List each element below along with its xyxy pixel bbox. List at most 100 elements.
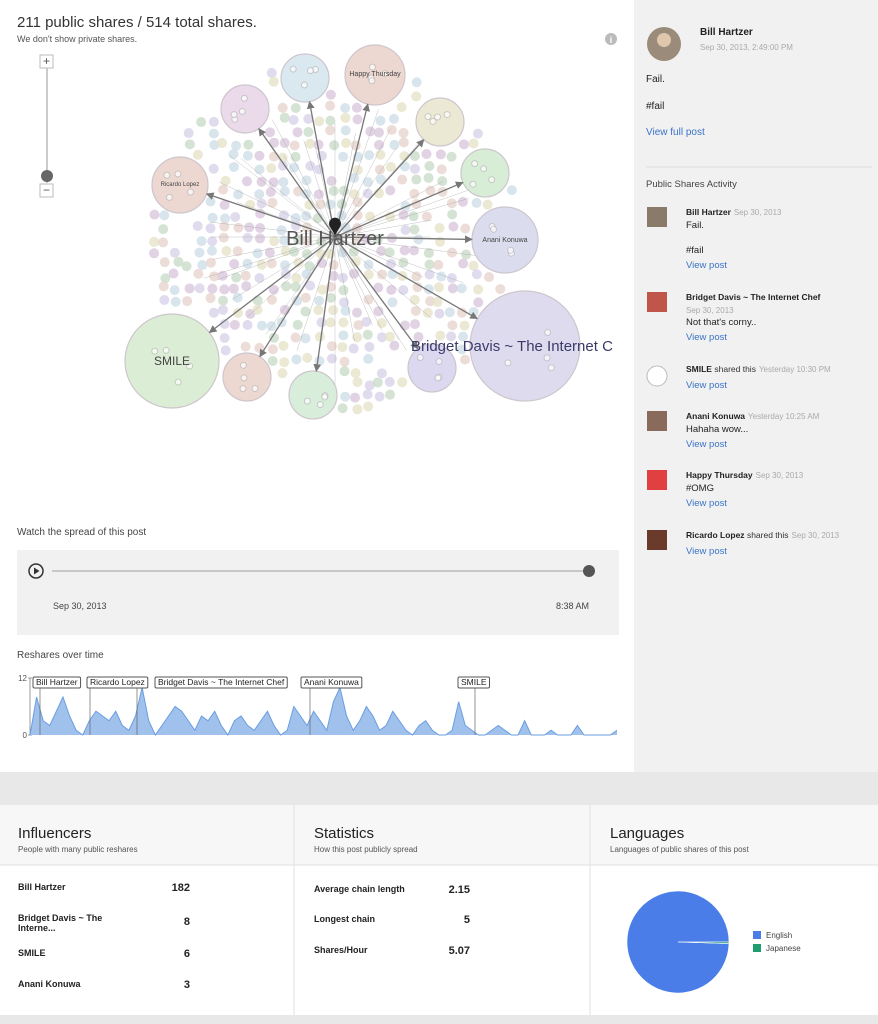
share-dot <box>348 343 359 354</box>
share-dot <box>386 124 397 135</box>
row-label: Longest chain <box>314 914 376 924</box>
share-dot <box>267 294 278 305</box>
share-dot <box>495 284 506 295</box>
activity-date: Sep 30, 2013 <box>791 531 840 540</box>
share-arrow <box>334 181 464 238</box>
node-circle <box>344 44 406 106</box>
share-dot <box>300 306 311 317</box>
share-dot <box>385 161 396 172</box>
activity-header: Bridget Davis ~ The Internet Chef Sep 30,… <box>686 292 820 315</box>
zoom-in-icon: + <box>43 54 50 68</box>
node-dot <box>368 63 376 71</box>
card-title: Languages <box>610 825 685 842</box>
share-arrow <box>205 192 336 238</box>
share-dot <box>399 245 410 256</box>
share-dot <box>305 280 316 291</box>
share-dot <box>340 125 351 136</box>
view-full-post[interactable]: View full post <box>646 127 705 138</box>
share-dot <box>279 235 290 246</box>
share-dot <box>205 257 216 268</box>
share-link <box>334 236 424 278</box>
share-dot <box>277 102 288 113</box>
activity-date: Sep 30, 2013 <box>733 208 782 217</box>
activity-text: #OMG <box>686 483 714 494</box>
share-dot <box>292 319 303 330</box>
share-dot <box>460 223 471 234</box>
share-dot <box>232 292 243 303</box>
play-button[interactable] <box>28 563 44 579</box>
share-dot <box>472 128 483 139</box>
share-dot <box>158 281 169 292</box>
info-button[interactable] <box>605 33 617 45</box>
center-pin <box>329 217 342 235</box>
share-dot <box>192 220 203 231</box>
zoom-out[interactable] <box>39 183 54 198</box>
share-link <box>334 109 379 238</box>
share-dot <box>209 271 220 282</box>
timeline-start: Sep 30, 2013 <box>53 601 107 611</box>
share-dot <box>305 161 316 172</box>
share-dot <box>409 224 420 235</box>
view-post[interactable]: View post <box>686 380 728 391</box>
share-dot <box>365 211 376 222</box>
node-dot <box>239 361 247 369</box>
share-dot <box>409 188 420 199</box>
share-dot <box>242 150 253 161</box>
zoom-handle[interactable] <box>41 170 53 182</box>
view-post[interactable]: View post <box>686 332 728 343</box>
share-dot <box>447 283 458 294</box>
share-dot <box>317 284 328 295</box>
timeline-handle[interactable] <box>583 565 595 577</box>
share-dot <box>468 138 479 149</box>
node-dot <box>544 328 552 336</box>
share-dot <box>229 258 240 269</box>
share-dot <box>385 185 396 196</box>
share-dot <box>228 283 239 294</box>
share-dot <box>506 185 517 196</box>
share-dot <box>217 138 228 149</box>
share-dot <box>411 91 422 102</box>
zoom-in[interactable] <box>39 54 54 69</box>
share-dot <box>363 269 374 280</box>
share-dot <box>300 292 311 303</box>
row-label: Bridget Davis ~ The Interne... <box>18 913 103 933</box>
row-value: 3 <box>183 979 190 991</box>
activity-date: Yesterday 10:25 AM <box>748 412 820 421</box>
activity-header: Happy Thursday Sep 30, 2013 <box>686 470 803 480</box>
share-dot <box>351 102 362 113</box>
share-dot <box>194 247 205 258</box>
share-dot <box>471 197 482 208</box>
share-dot <box>325 317 336 328</box>
share-dot <box>386 284 397 295</box>
share-dot <box>254 233 265 244</box>
share-dot <box>362 177 373 188</box>
share-dot <box>468 306 479 317</box>
timeline-end: 8:38 AM <box>556 601 590 611</box>
node-dot <box>490 225 498 233</box>
card-title: Statistics <box>314 825 375 842</box>
share-dot <box>373 282 384 293</box>
row-label: Average chain length <box>314 884 405 894</box>
node-dot <box>443 111 451 119</box>
view-post[interactable]: View post <box>686 260 728 271</box>
share-dot <box>341 138 352 149</box>
share-dot <box>409 294 420 305</box>
share-dot <box>277 152 288 163</box>
share-dot <box>279 304 290 315</box>
view-post[interactable]: View post <box>686 439 728 450</box>
share-dot <box>254 189 265 200</box>
share-dot <box>254 150 265 161</box>
card-headers <box>0 805 878 865</box>
share-dot <box>457 196 468 207</box>
node-dot <box>488 176 496 184</box>
annotation: Bill Hartzer <box>36 677 78 687</box>
share-dot <box>396 102 407 113</box>
share-dot <box>328 270 339 281</box>
node-dot <box>543 354 551 362</box>
share-dot <box>288 114 299 125</box>
view-post[interactable]: View post <box>686 498 728 509</box>
view-post[interactable]: View post <box>686 546 728 557</box>
page-title: 211 public shares / 514 total shares. <box>17 14 257 31</box>
